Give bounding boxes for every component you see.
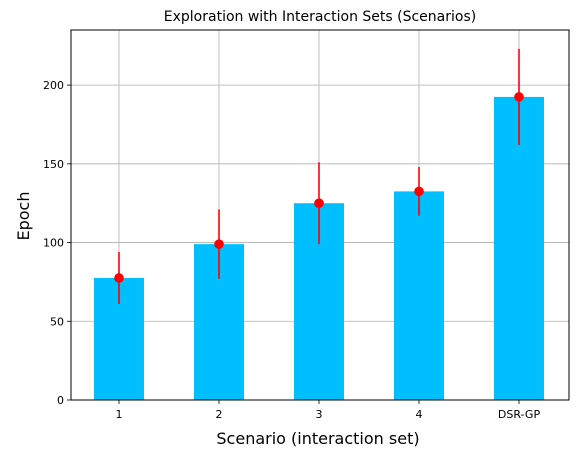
chart-title: Exploration with Interaction Sets (Scena…	[164, 9, 476, 25]
y-axis-label: Epoch	[14, 192, 33, 241]
x-tick-label: 4	[416, 408, 423, 421]
x-tick-label: 1	[116, 408, 123, 421]
y-tick-label: 100	[43, 237, 64, 250]
y-tick-label: 50	[50, 315, 64, 328]
bar	[494, 96, 544, 401]
x-axis-label: Scenario (interaction set)	[216, 429, 419, 448]
mean-marker	[414, 186, 424, 197]
y-tick-label: 150	[43, 158, 64, 171]
y-tick-label: 200	[43, 79, 64, 92]
y-tick-label: 0	[57, 394, 64, 407]
axis-ticks: 0 50 100 150 200 1 2 3 4 DSR-GP	[43, 79, 540, 421]
mean-marker	[314, 198, 324, 208]
mean-marker	[214, 239, 224, 249]
x-tick-label: 2	[216, 408, 223, 421]
bar	[394, 191, 444, 400]
mean-marker	[514, 92, 524, 102]
x-tick-label: DSR-GP	[498, 408, 541, 421]
plot-frame	[70, 29, 570, 401]
x-tick-label: 3	[316, 408, 323, 421]
error-bars	[114, 48, 524, 304]
mean-marker	[114, 273, 124, 283]
